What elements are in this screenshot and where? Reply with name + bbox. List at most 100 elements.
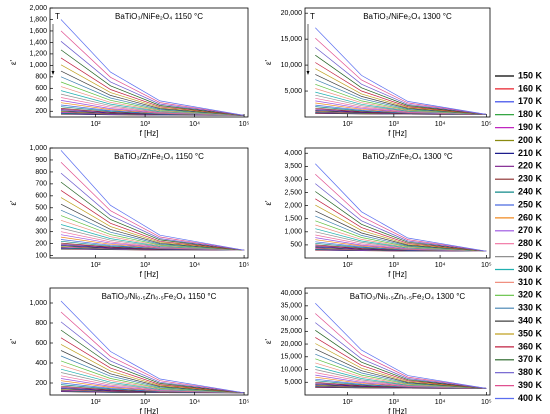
plot-frame [49,287,249,396]
legend-label: 370 K [518,354,543,364]
y-tick-label: 1,000 [29,300,47,307]
y-tick-label: 1,000 [284,229,302,236]
x-tick-label: 10³ [389,121,400,128]
y-tick-label: 20,000 [281,341,303,348]
x-tick-label: 10⁵ [239,399,250,406]
series-line [315,54,487,115]
series-line [315,62,487,115]
series-line [315,343,487,389]
y-tick-label: 5,000 [284,379,302,386]
legend-label: 150 K [518,70,543,80]
x-tick-label: 10² [91,262,102,269]
legend-label: 240 K [518,186,543,196]
y-axis-label: ε' [264,59,273,65]
y-tick-label: 30,000 [281,315,303,322]
series-line [60,41,245,116]
y-tick-label: 100 [35,252,47,259]
x-tick-label: 10⁴ [435,262,446,269]
chart-title: BaTiO₃/Ni₀.₅Zn₀.₅Fe₂O₄ 1150 °C [102,292,217,301]
y-tick-label: 2,500 [284,189,302,196]
x-tick-label: 10³ [140,399,151,406]
series-line [315,215,487,252]
series-line [60,76,245,116]
x-tick-label: 10³ [140,121,151,128]
y-tick-label: 200 [35,240,47,247]
x-tick-label: 10⁴ [435,121,446,128]
x-tick-label: 10⁵ [481,121,492,128]
chart-title: BaTiO₃/NiFe₂O₄ 1300 °C [363,12,452,21]
legend-label: 260 K [518,212,543,222]
y-tick-label: 700 [35,181,47,188]
x-tick-label: 10⁴ [189,121,200,128]
series-line [315,79,487,115]
series-line [60,329,245,394]
legend-label: 400 K [518,393,543,403]
series-line [60,337,245,394]
series-line [315,173,487,252]
y-tick-label: 400 [35,360,47,367]
x-axis-label: f [Hz] [140,129,159,138]
series-line [60,30,245,116]
legend-label: 280 K [518,238,543,248]
y-tick-label: 1,400 [29,39,47,46]
x-tick-label: 10⁴ [435,399,446,406]
series-line [60,355,245,394]
x-tick-label: 10⁵ [239,121,250,128]
series-line [315,322,487,389]
series-line [60,57,245,116]
annotation: T [55,12,60,21]
x-tick-label: 10² [343,399,354,406]
x-tick-label: 10² [91,121,102,128]
series-line [60,81,245,116]
y-axis-label: ε' [9,338,18,344]
y-tick-label: 40,000 [281,290,303,297]
x-tick-label: 10⁵ [481,399,492,406]
legend-label: 360 K [518,341,543,351]
series-line [315,348,487,389]
y-tick-label: 500 [35,205,47,212]
legend-label: 270 K [518,225,543,235]
plot-frame [304,7,491,118]
series-line [60,215,245,251]
y-axis-label: ε' [9,59,18,65]
x-tick-label: 10³ [389,262,400,269]
x-axis-label: f [Hz] [388,270,407,279]
chart-title: BaTiO₃/Ni₀.₅Zn₀.₅Fe₂O₄ 1300 °C [350,292,466,301]
y-tick-label: 25,000 [281,328,303,335]
legend-label: 330 K [518,303,543,313]
series-line [315,163,487,252]
y-tick-label: 600 [35,85,47,92]
series-line [60,203,245,251]
series-line [315,37,487,115]
series-line [60,344,245,394]
legend-label: 320 K [518,290,543,300]
series-line [315,330,487,389]
y-axis-label: ε' [264,200,273,206]
series-line [60,300,245,394]
x-tick-label: 10² [343,121,354,128]
y-tick-label: 800 [35,320,47,327]
legend-label: 290 K [518,251,543,261]
annotation-arrowhead [51,71,55,75]
series-line [60,190,245,251]
legend-label: 300 K [518,264,543,274]
y-tick-label: 500 [290,242,302,249]
chart-title: BaTiO₃/ZnFe₂O₄ 1150 °C [114,152,204,161]
x-axis-label: f [Hz] [388,407,407,414]
y-tick-label: 400 [35,217,47,224]
y-tick-label: 35,000 [281,303,303,310]
series-line [315,183,487,252]
series-line [315,74,487,115]
y-tick-label: 900 [35,157,47,164]
legend-label: 340 K [518,315,543,325]
x-tick-label: 10⁴ [189,262,200,269]
annotation: T [310,12,315,21]
series-line [315,313,487,389]
y-tick-label: 5,000 [284,88,302,95]
y-tick-label: 1,500 [284,216,302,223]
y-tick-label: 800 [35,74,47,81]
y-tick-label: 1,800 [29,16,47,23]
chart-title: BaTiO₃/NiFe₂O₄ 1150 °C [115,12,203,21]
legend-label: 230 K [518,174,543,184]
